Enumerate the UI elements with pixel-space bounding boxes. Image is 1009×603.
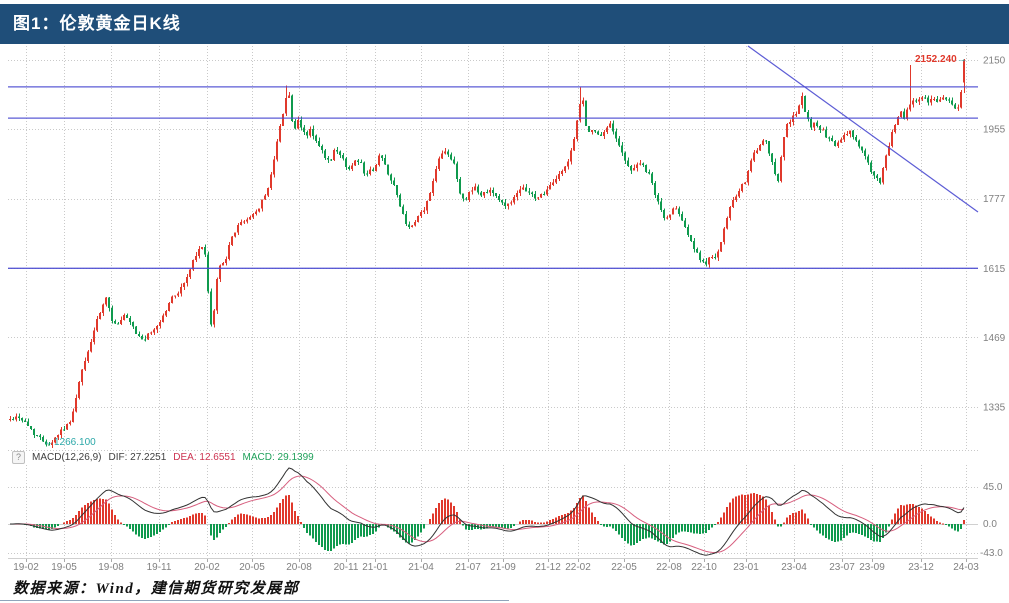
figure-title-bar: 图1：伦敦黄金日K线 (0, 4, 1009, 44)
macd-params: MACD(12,26,9) (32, 452, 102, 463)
trend-lines (8, 45, 979, 269)
macd-histogram (15, 493, 965, 552)
low-price-annotation: ←1266.100 (44, 437, 96, 448)
svg-text:19-05: 19-05 (51, 562, 77, 573)
svg-text:20-02: 20-02 (194, 562, 220, 573)
svg-text:19-02: 19-02 (13, 562, 39, 573)
axis-labels: 2150 1955 1777 1615 1469 1335 45.0 0.0 -43.0 19-0… (13, 56, 1005, 574)
svg-text:1469: 1469 (983, 333, 1006, 344)
high-price-annotation: 2152.240→ (915, 54, 967, 65)
macd-info-row: ? MACD(12,26,9) DIF: 27.2251 DEA: 12.655… (12, 451, 314, 464)
svg-text:20-08: 20-08 (286, 562, 312, 573)
svg-text:21-12: 21-12 (535, 562, 561, 573)
arrow-right-icon: → (956, 54, 967, 65)
svg-text:20-05: 20-05 (239, 562, 265, 573)
svg-text:22-02: 22-02 (565, 562, 591, 573)
svg-text:23-12: 23-12 (908, 562, 934, 573)
macd-dif-value: DIF: 27.2251 (108, 452, 167, 463)
svg-text:21-04: 21-04 (408, 562, 434, 573)
svg-text:20-11: 20-11 (334, 562, 359, 573)
svg-text:22-10: 22-10 (691, 562, 717, 573)
svg-text:1335: 1335 (983, 402, 1006, 413)
svg-text:0.0: 0.0 (983, 519, 997, 530)
bottom-divider (0, 600, 509, 601)
svg-text:1615: 1615 (983, 264, 1006, 275)
svg-text:-43.0: -43.0 (980, 548, 1003, 559)
figure-title: 图1：伦敦黄金日K线 (13, 14, 181, 33)
svg-text:2150: 2150 (983, 56, 1006, 67)
svg-text:22-08: 22-08 (656, 562, 682, 573)
data-source: 数据来源：Wind，建信期货研究发展部 (13, 581, 300, 597)
svg-text:23-07: 23-07 (829, 562, 855, 573)
svg-text:21-01: 21-01 (362, 562, 388, 573)
arrow-left-icon: ← (44, 437, 54, 448)
low-price-label: 1266.100 (54, 437, 96, 448)
svg-text:22-05: 22-05 (611, 562, 637, 573)
svg-text:23-04: 23-04 (781, 562, 807, 573)
svg-text:1955: 1955 (983, 125, 1006, 136)
grid-layer (8, 46, 978, 562)
help-icon[interactable]: ? (12, 451, 25, 464)
svg-text:21-07: 21-07 (455, 562, 481, 573)
svg-text:19-08: 19-08 (98, 562, 124, 573)
candles-layer (9, 59, 965, 449)
high-price-label: 2152.240 (915, 54, 957, 65)
macd-macd-value: MACD: 29.1399 (242, 452, 314, 463)
svg-text:45.0: 45.0 (983, 482, 1003, 493)
svg-text:24-03: 24-03 (953, 562, 979, 573)
svg-text:23-01: 23-01 (733, 562, 759, 573)
macd-dea-value: DEA: 12.6551 (173, 452, 236, 463)
svg-text:19-11: 19-11 (147, 562, 172, 573)
svg-text:21-09: 21-09 (490, 562, 516, 573)
svg-text:1777: 1777 (983, 194, 1006, 205)
svg-text:23-09: 23-09 (859, 562, 885, 573)
